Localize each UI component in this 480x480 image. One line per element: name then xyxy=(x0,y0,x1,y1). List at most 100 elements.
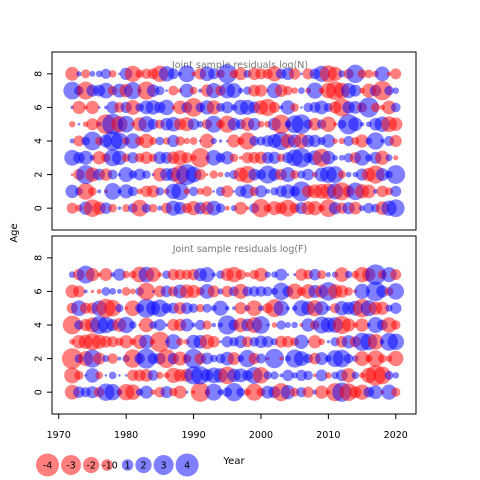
residual-bubble xyxy=(354,149,370,166)
residual-bubble xyxy=(165,334,182,350)
residual-bubble xyxy=(83,289,88,294)
residual-bubble xyxy=(235,269,247,280)
residual-bubble xyxy=(104,374,108,377)
residual-bubble xyxy=(73,135,85,147)
residual-bubble xyxy=(150,389,156,395)
residual-bubble xyxy=(392,372,400,379)
residual-bubble xyxy=(238,155,243,160)
y-tick-label: 8 xyxy=(33,71,44,77)
residual-bubble xyxy=(61,348,83,369)
residual-bubble xyxy=(173,351,188,366)
residual-bubble xyxy=(341,318,356,332)
residual-bubble xyxy=(254,267,268,282)
y-tick-label: 2 xyxy=(33,356,44,362)
residual-bubble xyxy=(373,366,392,385)
residual-bubble xyxy=(244,272,251,278)
residual-bubble xyxy=(264,348,285,369)
residual-bubble xyxy=(165,89,168,92)
legend-bubble xyxy=(135,456,152,474)
residual-bubble xyxy=(348,117,363,132)
residual-bubble xyxy=(140,151,153,165)
residual-bubble xyxy=(359,205,366,212)
residual-bubble xyxy=(131,199,149,217)
residual-bubble xyxy=(180,302,193,315)
residual-bubble xyxy=(146,185,160,198)
residual-bubble xyxy=(374,66,390,82)
residual-bubble xyxy=(109,288,117,295)
residual-bubble xyxy=(354,351,370,367)
residual-bubble xyxy=(290,103,299,112)
residual-bubble xyxy=(217,389,224,396)
residual-bubble xyxy=(181,152,193,164)
residual-bubble xyxy=(390,269,402,281)
legend-bubble xyxy=(36,453,60,477)
residual-bubble xyxy=(74,370,84,381)
residual-bubble xyxy=(224,305,230,311)
residual-bubble xyxy=(69,138,75,144)
residual-bubble xyxy=(242,336,253,348)
residual-bubble xyxy=(291,114,312,135)
residual-bubble xyxy=(245,383,263,401)
residual-bubble xyxy=(151,290,155,293)
residual-bubble xyxy=(157,272,163,278)
residual-bubble xyxy=(338,154,345,161)
residual-bubble xyxy=(303,370,313,381)
residual-bubble xyxy=(318,338,325,346)
residual-bubble xyxy=(139,133,154,149)
residual-bubble xyxy=(95,70,103,78)
residual-bubble xyxy=(199,133,215,149)
residual-bubble xyxy=(139,317,154,333)
residual-bubble xyxy=(158,99,175,116)
residual-bubble xyxy=(302,168,314,181)
residual-bubble xyxy=(375,301,389,315)
residual-bubble xyxy=(274,84,288,97)
residual-bubble xyxy=(391,320,401,330)
residual-bubble xyxy=(268,151,281,164)
residual-bubble xyxy=(117,356,122,361)
residual-bubble xyxy=(129,321,137,329)
residual-bubble xyxy=(104,299,121,317)
residual-bubble xyxy=(325,272,331,278)
y-axis-label: Age xyxy=(9,223,20,242)
residual-bubble xyxy=(201,352,213,365)
residual-bubble xyxy=(211,322,217,328)
legend-label: 1 xyxy=(125,461,131,472)
legend-label: 0 xyxy=(112,461,118,472)
residual-bubble xyxy=(130,288,136,295)
y-tick-label: 6 xyxy=(33,104,44,110)
residual-bubble xyxy=(282,335,294,348)
residual-bubble xyxy=(275,268,288,281)
residual-bubble xyxy=(139,334,154,349)
residual-bubble xyxy=(375,150,390,165)
residual-bubble xyxy=(72,285,85,298)
x-tick-label: 2000 xyxy=(249,430,273,441)
residual-bubble xyxy=(122,270,130,279)
residual-bubble xyxy=(72,100,86,114)
residual-bubble xyxy=(207,285,220,298)
residual-bubble xyxy=(376,285,389,298)
panel-logF-bubbles xyxy=(61,264,405,402)
residual-bubble xyxy=(139,385,153,399)
residual-bubble xyxy=(188,186,199,197)
legend-bubble xyxy=(121,459,134,471)
legend-bubble xyxy=(101,459,113,471)
residual-bubble xyxy=(148,203,158,213)
residual-bubble xyxy=(115,304,124,313)
residual-bubble xyxy=(118,167,134,183)
residual-bubble xyxy=(147,118,159,130)
legend: -4 -3 -2 -1 0 1 2 3 4 xyxy=(36,453,199,477)
residual-bubble xyxy=(215,203,226,213)
x-tick-label: 1970 xyxy=(47,430,71,441)
residual-bubble xyxy=(194,168,206,181)
residual-bubble xyxy=(283,85,293,96)
residual-bubble xyxy=(367,333,384,350)
panel-logF-y-axis: 0 2 4 6 8 xyxy=(33,255,52,395)
residual-bubble xyxy=(155,136,165,146)
residual-bubble xyxy=(179,83,194,98)
x-axis-label: Year xyxy=(222,456,245,467)
x-tick-label: 1990 xyxy=(181,430,205,441)
residual-bubble xyxy=(332,138,338,144)
panel-logN-y-axis: 0 2 4 6 8 xyxy=(33,71,52,211)
residual-bubble xyxy=(380,138,385,144)
